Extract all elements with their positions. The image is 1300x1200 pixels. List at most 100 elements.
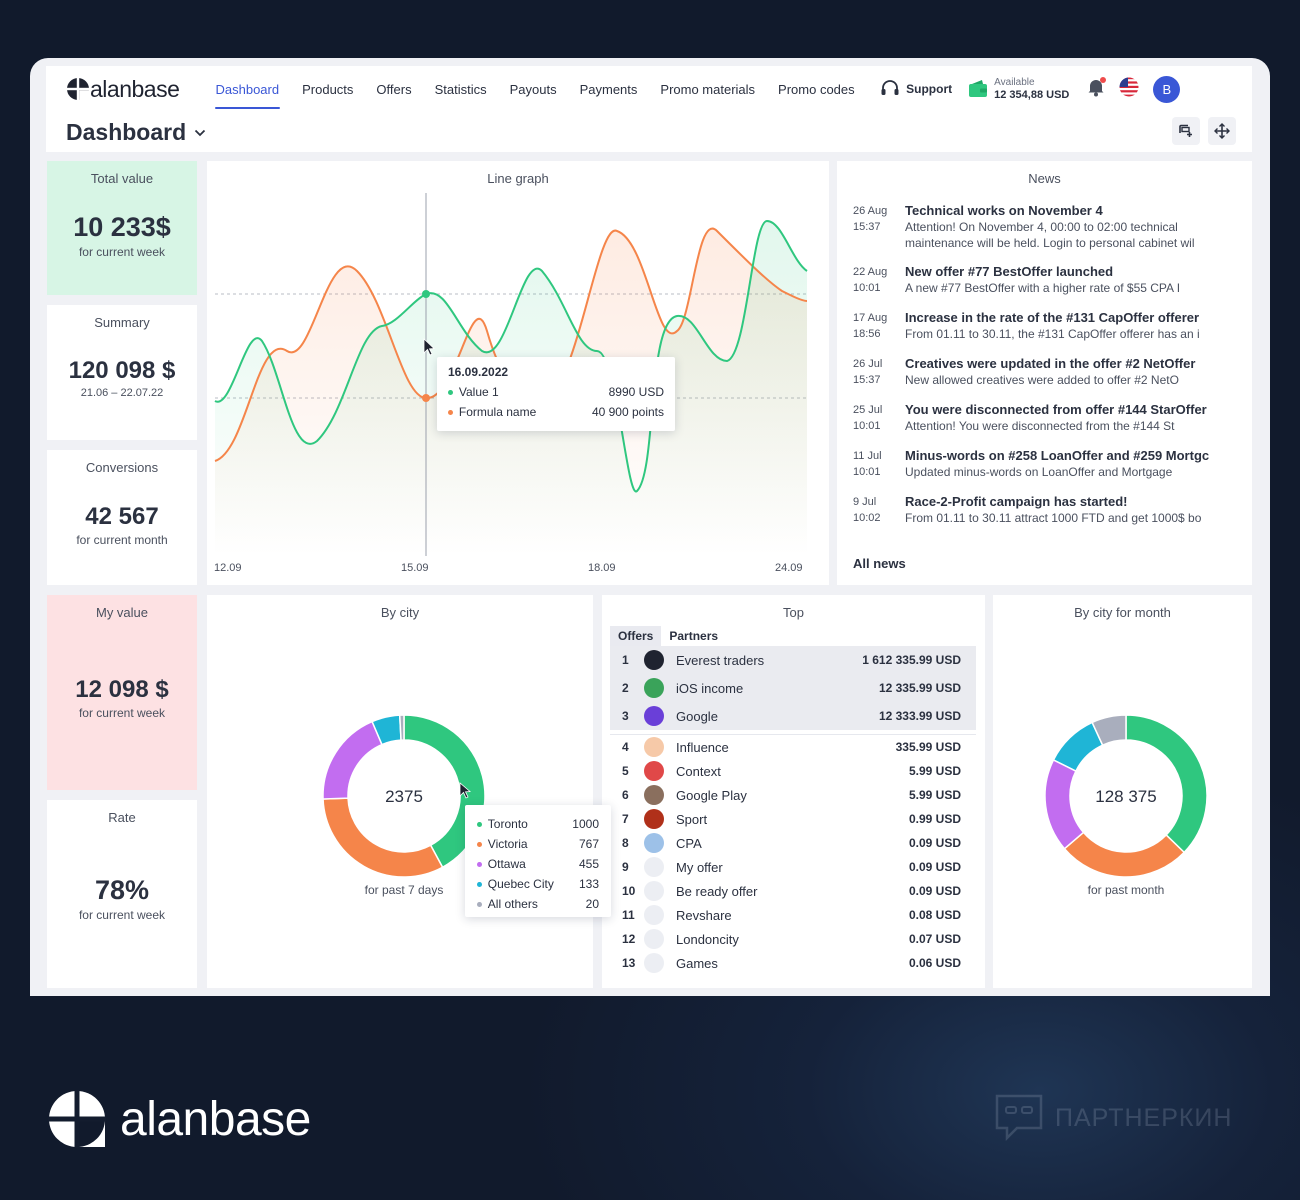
nav-statistics[interactable]: Statistics (434, 81, 487, 97)
table-row[interactable]: 13 Games 0.06 USD (610, 951, 976, 975)
legend-dot (477, 841, 482, 847)
move-widgets-button[interactable] (1208, 117, 1236, 145)
hover-point-green (422, 290, 430, 298)
offer-logo-icon (644, 833, 664, 853)
notifications-button[interactable] (1087, 76, 1107, 102)
tab-offers[interactable]: Offers (610, 626, 662, 646)
stat-title: Total value (90, 171, 154, 186)
by-city-card: By city 2375 for past 7 days Toronto 100… (207, 595, 611, 988)
row-name: Everest traders (676, 652, 765, 668)
top-card: Top Offers Partners 1 Everest traders 1 … (602, 595, 985, 988)
add-widget-icon (1179, 124, 1192, 137)
language-flag[interactable] (1119, 77, 1139, 102)
row-name: CPA (676, 835, 702, 851)
stat-title: Conversions (85, 460, 159, 475)
news-item-text: New allowed creatives were added to offe… (905, 373, 1179, 387)
table-row[interactable]: 11 Revshare 0.08 USD (610, 903, 976, 927)
row-name: Be ready offer (676, 883, 758, 899)
row-value: 5.99 USD (908, 764, 961, 778)
user-avatar[interactable]: B (1153, 75, 1181, 103)
table-row[interactable]: 1 Everest traders 1 612 335.99 USD (610, 646, 976, 674)
legend-dot (477, 821, 482, 827)
tab-partners[interactable]: Partners (669, 629, 719, 643)
table-row[interactable]: 6 Google Play 5.99 USD (610, 783, 976, 807)
row-name: Google (676, 708, 718, 724)
table-row[interactable]: 10 Be ready offer 0.09 USD (610, 879, 976, 903)
stat-value: 120 098 $ (68, 357, 176, 384)
donut-segment[interactable] (1063, 831, 1186, 877)
by-city-month-title: By city for month (1074, 605, 1171, 620)
stat-title: Summary (94, 315, 150, 330)
row-rank: 8 (622, 836, 629, 850)
cursor-icon (459, 782, 472, 799)
offer-logo-icon (644, 929, 664, 949)
news-item-text: Attention! You were disconnected from th… (905, 419, 1175, 433)
app-window: alanbase Dashboard Products Offers Stati… (30, 58, 1270, 996)
page-header: Dashboard (46, 112, 1252, 152)
legend-value: 767 (578, 837, 599, 851)
offer-logo-icon (644, 678, 664, 698)
table-row[interactable]: 5 Context 5.99 USD (610, 759, 976, 783)
nav-promo-codes[interactable]: Promo codes (778, 81, 855, 97)
donut-segment[interactable] (1091, 715, 1127, 747)
nav-payments[interactable]: Payments (579, 81, 638, 97)
legend-city: Ottawa (487, 857, 526, 871)
news-item[interactable]: 25 Jul 10:01 You were disconnected from o… (853, 402, 1243, 434)
offer-logo-icon (644, 881, 664, 901)
news-item-text: From 01.11 to 30.11 attract 1000 FTD and… (905, 511, 1202, 525)
donut-segment[interactable] (1125, 715, 1207, 854)
wallet-value: 12 354,88 USD (994, 89, 1070, 101)
main-nav: Dashboard Products Offers Statistics Pay… (204, 66, 866, 112)
row-rank: 3 (622, 709, 629, 723)
table-row[interactable]: 9 My offer 0.09 USD (610, 855, 976, 879)
all-news-link[interactable]: All news (853, 556, 906, 571)
table-row[interactable]: 3 Google 12 333.99 USD (610, 702, 976, 730)
legend-value: 1000 (572, 817, 599, 831)
news-item-title: Minus-words on #258 LoanOffer and #259 M… (905, 448, 1210, 463)
row-rank: 5 (622, 764, 629, 778)
table-row[interactable]: 7 Sport 0.99 USD (610, 807, 976, 831)
by-city-donut[interactable] (323, 715, 485, 877)
stat-title: My value (95, 605, 149, 620)
stat-value: 78% (94, 875, 150, 905)
row-value: 5.99 USD (908, 788, 961, 802)
add-widget-button[interactable] (1172, 117, 1200, 145)
news-date: 26 Jul 15:37 (853, 358, 883, 386)
news-item[interactable]: 26 Aug 15:37 Technical works on November … (853, 203, 1243, 251)
nav-products[interactable]: Products (302, 81, 354, 97)
support-link[interactable]: Support (880, 80, 952, 98)
news-date: 26 Aug 15:37 (853, 205, 888, 233)
legend-row: Ottawa 455 (477, 854, 599, 874)
donut-segment[interactable] (403, 715, 485, 869)
page-title[interactable]: Dashboard (66, 118, 187, 145)
nav-dashboard[interactable]: Dashboard (204, 66, 291, 112)
table-row[interactable]: 4 Influence 335.99 USD (610, 735, 976, 759)
table-row[interactable]: 2 iOS income 12 335.99 USD (610, 674, 976, 702)
tooltip-series-value: 8990 USD (608, 385, 664, 399)
offer-logo-icon (644, 953, 664, 973)
news-item-text: Attention! On November 4, 00:00 to 02:00… (905, 220, 1195, 250)
table-row[interactable]: 8 CPA 0.09 USD (610, 831, 976, 855)
tooltip-series-name: Value 1 (458, 385, 499, 399)
news-item[interactable]: 17 Aug 18:56 Increase in the rate of the … (853, 310, 1243, 342)
nav-offers[interactable]: Offers (376, 81, 412, 97)
news-item[interactable]: 9 Jul 10:02 Race-2-Profit campaign has st… (853, 494, 1243, 526)
by-city-month-donut[interactable] (1045, 715, 1207, 877)
chevron-down-icon[interactable] (194, 129, 206, 137)
donut-segment[interactable] (323, 797, 444, 877)
table-row[interactable]: 12 Londoncity 0.07 USD (610, 927, 976, 951)
news-item[interactable]: 11 Jul 10:01 Minus-words on #258 LoanOffe… (853, 448, 1243, 480)
donut-segment[interactable] (398, 715, 405, 741)
wallet-balance[interactable]: Available 12 354,88 USD (968, 77, 1069, 101)
news-item[interactable]: 22 Aug 10:01 New offer #77 BestOffer laun… (853, 264, 1243, 296)
nav-payouts[interactable]: Payouts (509, 81, 557, 97)
nav-promo-materials[interactable]: Promo materials (660, 81, 756, 97)
row-rank: 1 (622, 653, 629, 667)
row-name: Revshare (676, 907, 732, 923)
row-value: 1 612 335.99 USD (862, 653, 961, 667)
legend-city: Victoria (487, 837, 528, 851)
stat-card-summary: Summary 120 098 $ 21.06 – 22.07.22 (47, 305, 197, 440)
logo[interactable]: alanbase (66, 76, 186, 103)
legend-city: Toronto (487, 817, 528, 831)
news-item[interactable]: 26 Jul 15:37 Creatives were updated in th… (853, 356, 1243, 388)
